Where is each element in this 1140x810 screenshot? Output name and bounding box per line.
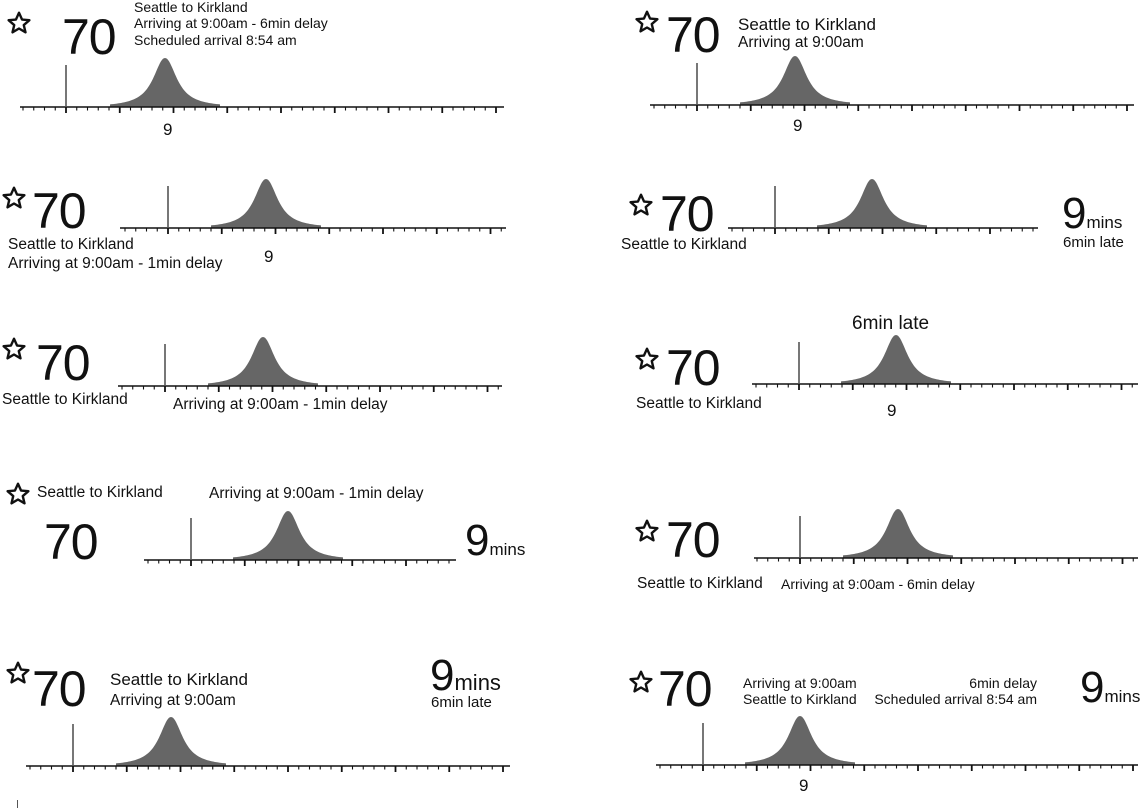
arrival-text: Arriving at 9:00am — [738, 34, 864, 51]
variant-card-2[interactable]: 70 Seattle to Kirkland Arriving at 9:00a… — [580, 0, 1140, 150]
star-outline-icon[interactable] — [1, 185, 27, 211]
arrival-timeline — [20, 58, 504, 113]
route-name: Seattle to Kirkland — [637, 575, 763, 592]
star-outline-icon[interactable] — [628, 669, 654, 695]
route-number: 70 — [62, 9, 117, 65]
arrival-timeline — [118, 337, 502, 392]
route-name: Seattle to Kirkland — [743, 691, 857, 707]
minutes-value: 9 — [1062, 189, 1087, 238]
axis-label-9: 9 — [793, 116, 803, 135]
arrival-distribution-curve — [208, 337, 318, 386]
route-name: Seattle to Kirkland — [8, 236, 134, 253]
arrival-timeline — [752, 335, 1138, 390]
route-name: Seattle to Kirkland — [636, 395, 762, 412]
star-outline-icon[interactable] — [634, 9, 660, 35]
route-name: Seattle to Kirkland — [621, 236, 747, 253]
minutes-until-arrival: 9mins — [1062, 192, 1122, 236]
arrival-text: Arriving at 9:00am - 1min delay — [8, 255, 223, 272]
variant-card-7[interactable]: Seattle to Kirkland Arriving at 9:00am -… — [0, 475, 560, 625]
arrival-distribution-curve — [817, 179, 927, 228]
arrival-timeline — [144, 511, 456, 566]
arrival-text: Arriving at 9:00am - 6min delay — [134, 15, 328, 31]
arrival-distribution-curve — [841, 335, 951, 384]
minutes-unit: mins — [1104, 687, 1140, 706]
axis-label-9: 9 — [264, 247, 274, 266]
variant-card-1[interactable]: 70 Seattle to Kirkland Arriving at 9:00a… — [0, 0, 560, 150]
route-name: Seattle to Kirkland — [37, 484, 163, 501]
arrival-text: Arriving at 9:00am - 6min delay — [781, 576, 975, 592]
minutes-until-arrival: 9mins — [430, 654, 501, 698]
route-number: 70 — [44, 514, 99, 570]
arrival-distribution-curve — [740, 56, 850, 105]
route-number: 70 — [666, 7, 721, 63]
variant-card-8[interactable]: 70 Seattle to Kirkland Arriving at 9:00a… — [580, 465, 1140, 615]
star-outline-icon[interactable] — [5, 660, 31, 686]
route-number: 70 — [666, 512, 721, 568]
arrival-distribution-curve — [843, 509, 953, 558]
variant-card-3[interactable]: 70 Seattle to Kirkland Arriving at 9:00a… — [0, 160, 560, 310]
star-outline-icon[interactable] — [6, 10, 32, 36]
variant-card-10[interactable]: 70 Arriving at 9:00am Seattle to Kirklan… — [580, 650, 1140, 800]
arrival-timeline — [120, 179, 506, 234]
variant-card-9[interactable]: 70 Seattle to Kirkland Arriving at 9:00a… — [0, 650, 560, 800]
arrival-timeline — [656, 716, 1138, 771]
axis-label-9: 9 — [887, 401, 897, 420]
route-name: Seattle to Kirkland — [134, 0, 248, 15]
star-outline-icon[interactable] — [1, 336, 27, 362]
arrival-timeline — [728, 179, 1038, 234]
arrival-text: Arriving at 9:00am — [110, 692, 236, 709]
arrival-distribution-curve — [745, 716, 855, 765]
route-name: Seattle to Kirkland — [2, 391, 128, 408]
arrival-text: Arriving at 9:00am - 1min delay — [209, 485, 424, 502]
minutes-unit: mins — [1086, 213, 1123, 232]
arrival-distribution-curve — [110, 58, 220, 107]
late-status: 6min late — [1063, 234, 1124, 251]
route-number: 70 — [32, 183, 87, 239]
variant-card-5[interactable]: 70 Seattle to Kirkland Arriving at 9:00a… — [0, 320, 560, 470]
arrival-distribution-curve — [211, 179, 321, 228]
variant-card-6[interactable]: 70 Seattle to Kirkland 6min late 9 — [580, 305, 1140, 455]
route-number: 70 — [32, 661, 87, 717]
star-outline-icon[interactable] — [634, 518, 660, 544]
axis-label-9: 9 — [799, 776, 809, 795]
route-name: Seattle to Kirkland — [110, 670, 248, 689]
star-outline-icon[interactable] — [5, 481, 31, 507]
arrival-text: Arriving at 9:00am — [743, 675, 857, 691]
minutes-unit: mins — [454, 670, 501, 695]
route-number: 70 — [36, 335, 91, 391]
minutes-value: 9 — [1080, 663, 1105, 712]
route-number: 70 — [660, 186, 715, 242]
minutes-unit: mins — [489, 540, 526, 559]
arrival-distribution-curve — [233, 511, 343, 560]
late-status: 6min late — [852, 313, 930, 334]
scheduled-text: Scheduled arrival 8:54 am — [874, 691, 1037, 707]
minutes-value: 9 — [465, 516, 490, 565]
variant-card-4[interactable]: 70 Seattle to Kirkland 9mins 6min late — [580, 160, 1140, 310]
minutes-until-arrival: 9mins — [1080, 666, 1140, 710]
arrival-timeline — [26, 717, 510, 772]
arrival-distribution-curve — [116, 717, 226, 766]
late-status: 6min late — [431, 694, 492, 711]
minutes-until-arrival: 9mins — [465, 519, 525, 563]
minutes-value: 9 — [430, 651, 455, 700]
star-outline-icon[interactable] — [628, 192, 654, 218]
route-name: Seattle to Kirkland — [738, 15, 876, 34]
arrival-timeline — [650, 56, 1134, 111]
arrival-text: Arriving at 9:00am - 1min delay — [173, 396, 388, 413]
route-number: 70 — [658, 661, 713, 717]
scheduled-text: Scheduled arrival 8:54 am — [134, 32, 297, 48]
axis-label-9: 9 — [163, 120, 173, 139]
star-outline-icon[interactable] — [634, 346, 660, 372]
route-number: 70 — [666, 340, 721, 396]
frame-mark — [17, 800, 18, 808]
arrival-timeline — [754, 509, 1138, 564]
delay-text: 6min delay — [969, 675, 1037, 691]
